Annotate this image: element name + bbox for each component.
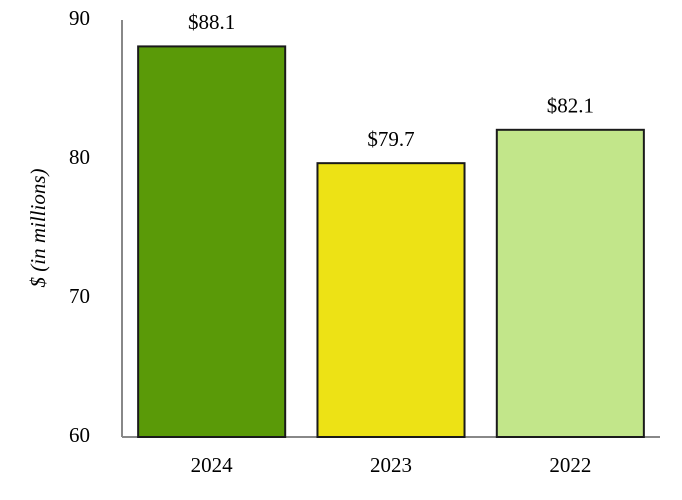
y-tick-label: 90 xyxy=(69,6,90,30)
bar xyxy=(137,45,287,438)
y-tick-label: 80 xyxy=(69,145,90,169)
y-tick-label: 70 xyxy=(69,284,90,308)
bar xyxy=(495,128,645,438)
value-label: $79.7 xyxy=(367,127,414,151)
value-label: $82.1 xyxy=(547,94,594,118)
bar xyxy=(316,162,466,438)
y-tick-label: 60 xyxy=(69,423,90,447)
x-tick-label: 2022 xyxy=(549,453,591,477)
x-tick-label: 2024 xyxy=(191,453,234,477)
x-tick-label: 2023 xyxy=(370,453,412,477)
y-axis-label: $ (in millions) xyxy=(26,168,50,287)
value-label: $88.1 xyxy=(188,10,235,34)
